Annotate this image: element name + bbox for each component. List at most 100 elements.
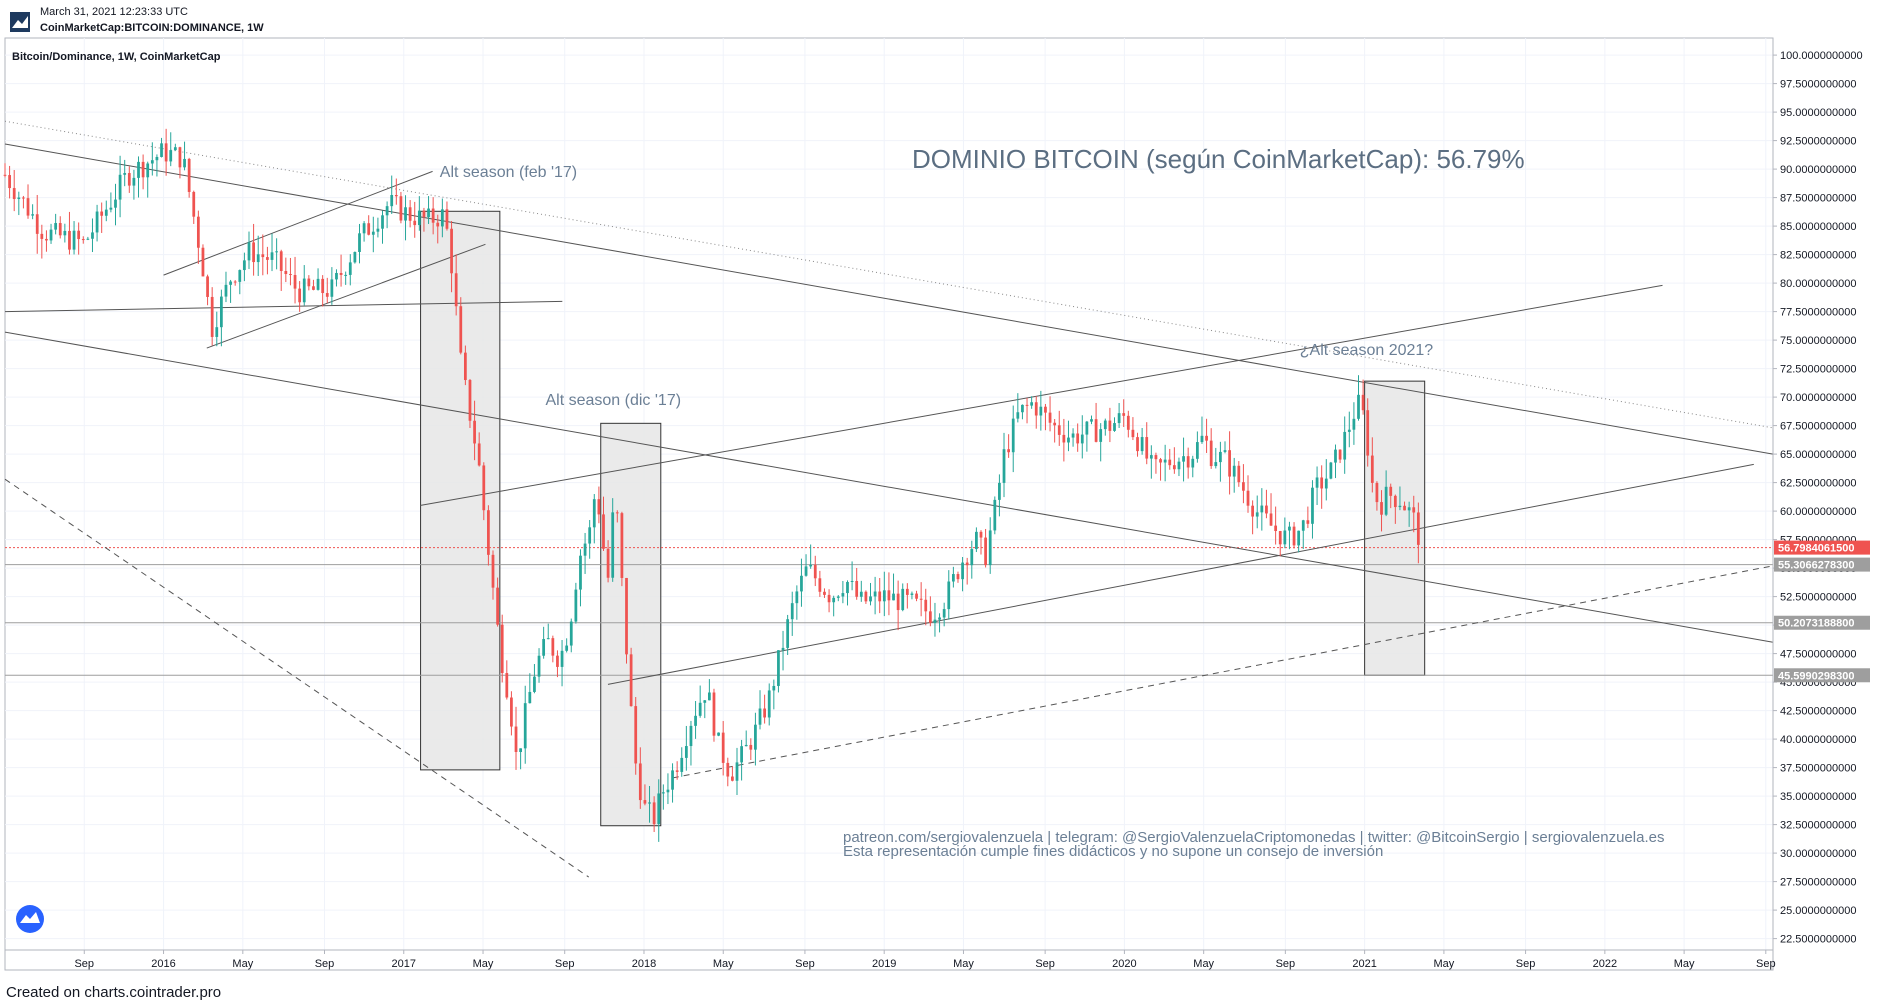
candle-body [652, 802, 656, 825]
price-level-lines [5, 547, 1773, 676]
candle-body [533, 676, 536, 692]
candle-body [1283, 530, 1287, 545]
candle-body [68, 230, 71, 250]
candle-body [100, 211, 104, 216]
candle-body [924, 599, 928, 612]
price-label: 45.5990298300 [1778, 670, 1854, 682]
candle-body [961, 562, 964, 580]
candle-body [1177, 461, 1181, 470]
x-tick-label: Sep [315, 958, 335, 970]
y-axis[interactable]: 100.0000000000 97.5000000000 95.0000000000… [1772, 38, 1870, 970]
price-label-bg [1774, 540, 1870, 555]
candle-body [118, 174, 122, 200]
candle-body [169, 150, 173, 162]
candle-body [252, 242, 255, 263]
candle-body [1122, 413, 1126, 416]
y-tick-label: 90.0000000000 [1780, 164, 1856, 176]
candle-body [17, 197, 21, 200]
candle-body [836, 596, 840, 598]
candle-body [1251, 505, 1254, 517]
candle-body [1315, 477, 1319, 488]
candle-body [809, 564, 813, 567]
candle-body [72, 230, 76, 250]
candle-body [1200, 435, 1204, 443]
y-tick-label: 35.0000000000 [1780, 791, 1856, 803]
candle-body [302, 278, 306, 303]
candle-body [1140, 437, 1144, 452]
y-tick-label: 95.0000000000 [1780, 107, 1856, 119]
candle-body [804, 566, 808, 576]
candle-body [91, 232, 94, 239]
candle-body [339, 272, 343, 275]
candle-body [104, 209, 108, 216]
candle-body [970, 549, 974, 566]
candle-body [1057, 425, 1061, 435]
candle-body [473, 420, 476, 444]
candle-body [164, 143, 168, 162]
candle-body [312, 286, 315, 290]
price-chart[interactable]: Alt season (feb '17) Alt season (dic '17)… [0, 0, 1878, 975]
candle-body [731, 776, 734, 781]
candle-body [993, 499, 997, 531]
candle-body [1108, 420, 1112, 431]
x-axis[interactable]: Sep 2016 May Sep 2017 May Sep 2018 May Sep 2019 May… [5, 949, 1776, 970]
candle-body [1246, 490, 1250, 506]
x-tick-label: Sep [1756, 958, 1776, 970]
candle-body [698, 702, 702, 716]
x-tick-label: May [953, 958, 974, 970]
y-tick-label: 100.0000000000 [1780, 50, 1863, 62]
y-tick-label: 27.5000000000 [1780, 877, 1856, 889]
candle-body [1347, 429, 1351, 432]
candle-body [1403, 505, 1406, 511]
candle-body [758, 708, 762, 725]
candle-body [878, 591, 882, 602]
candle-body [1145, 437, 1149, 459]
candle-body [606, 548, 610, 578]
candle-body [376, 228, 380, 232]
chart-legend: Bitcoin/Dominance, 1W, CoinMarketCap [12, 51, 221, 63]
candle-body [445, 209, 449, 229]
candle-body [850, 580, 854, 582]
candle-body [1292, 526, 1296, 546]
candle-body [1320, 477, 1324, 489]
candle-body [353, 252, 357, 263]
candle-body [1370, 455, 1374, 483]
candle-body [137, 161, 140, 178]
candle-body [1007, 449, 1010, 453]
candle-body [141, 161, 145, 178]
y-tick-label: 30.0000000000 [1780, 848, 1856, 860]
candle-body [307, 278, 311, 287]
y-tick-label: 40.0000000000 [1780, 734, 1856, 746]
candle-body [1214, 462, 1218, 467]
y-tick-label: 42.5000000000 [1780, 706, 1856, 718]
candle-body [735, 762, 739, 781]
candle-body [666, 789, 670, 793]
candle-body [984, 537, 987, 566]
candle-body [183, 158, 186, 168]
candle-body [219, 296, 223, 328]
candle-body [915, 593, 918, 599]
candle-body [1357, 394, 1360, 419]
candle-body [892, 593, 895, 601]
watermark-line-1: patreon.com/sergiovalenzuela | telegram:… [843, 829, 1664, 846]
candle-body [1306, 520, 1310, 524]
trend-line [4, 478, 590, 878]
candle-body [95, 211, 99, 233]
candle-body [1062, 434, 1066, 443]
candle-body [1412, 507, 1416, 513]
x-tick-label: May [713, 958, 734, 970]
candle-body [270, 252, 274, 260]
candle-body [859, 591, 863, 597]
candle-body [298, 288, 302, 303]
candle-body [919, 598, 923, 600]
y-tick-label: 77.5000000000 [1780, 307, 1856, 319]
candle-body [565, 645, 569, 651]
candle-body [399, 196, 403, 221]
x-tick-label: Sep [555, 958, 575, 970]
candle-body [864, 591, 868, 602]
candle-body [938, 617, 941, 620]
trend-line [420, 284, 1663, 506]
y-tick-label: 32.5000000000 [1780, 820, 1856, 832]
trend-line [163, 170, 433, 276]
y-tick-label: 92.5000000000 [1780, 136, 1856, 148]
